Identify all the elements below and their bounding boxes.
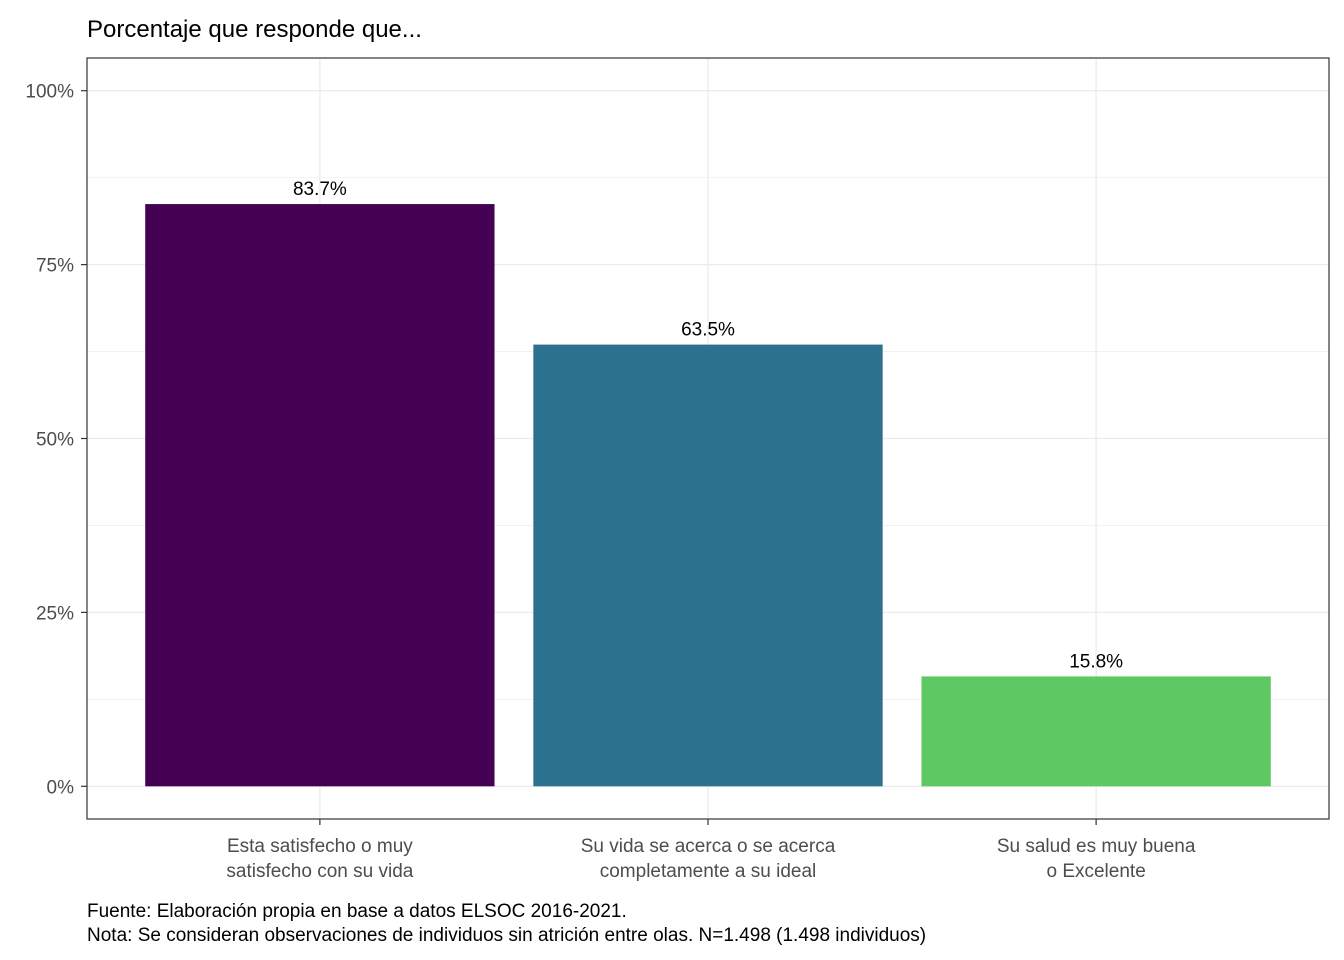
caption-source: Fuente: Elaboración propia en base a dat… <box>87 901 627 922</box>
y-tick-label: 75% <box>36 256 74 277</box>
data-labels: 83.7% 63.5% 15.8% <box>293 179 1123 672</box>
data-label: 63.5% <box>681 320 735 341</box>
data-label: 15.8% <box>1069 651 1123 672</box>
bar <box>533 344 883 787</box>
data-label: 83.7% <box>293 179 347 200</box>
y-tick-label: 100% <box>25 82 74 103</box>
x-axis: Esta satisfecho o muy satisfecho con su v… <box>226 819 1196 882</box>
y-tick-label: 0% <box>47 777 75 798</box>
y-tick-label: 25% <box>36 603 74 624</box>
bar <box>145 204 495 787</box>
x-tick-label: Su salud es muy buena o Excelente <box>997 836 1196 882</box>
y-axis: 0% 25% 50% 75% 100% <box>25 82 87 798</box>
bars <box>145 204 1271 787</box>
x-tick-label: Su vida se acerca o se acerca completamen… <box>581 836 836 882</box>
x-tick-label: Esta satisfecho o muy satisfecho con su v… <box>226 836 413 882</box>
bar <box>921 676 1271 787</box>
caption-note: Nota: Se consideran observaciones de ind… <box>87 925 926 946</box>
y-tick-label: 50% <box>36 430 74 451</box>
chart-title: Porcentaje que responde que... <box>87 16 422 43</box>
